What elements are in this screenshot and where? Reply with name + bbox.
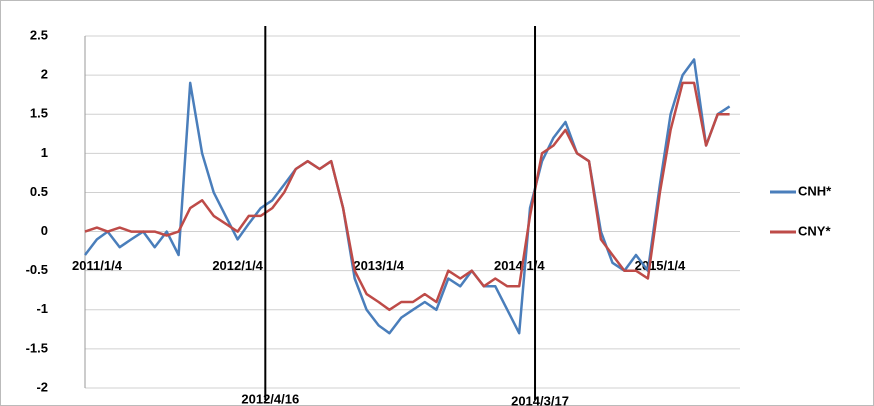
y-tick-label: 1 [41,145,48,160]
y-tick-label: 2 [41,67,48,82]
vertical-marker-label: 2012/4/16 [241,391,299,406]
legend-label: CNY* [798,223,831,238]
y-tick-label: 2.5 [30,27,48,42]
x-tick-label: 2012/1/4 [212,258,263,273]
y-tick-label: 1.5 [30,106,48,121]
y-tick-label: -1 [36,301,48,316]
x-tick-label: 2015/1/4 [635,258,686,273]
x-tick-label: 2011/1/4 [72,258,123,273]
y-tick-label: 0.5 [30,184,48,199]
x-tick-label: 2014/1/4 [494,258,545,273]
series-line [84,81,730,312]
y-tick-label: -2 [36,379,48,394]
legend-label: CNH* [798,183,832,198]
x-tick-label: 2013/1/4 [353,258,404,273]
y-tick-label: -1.5 [26,340,48,355]
y-tick-label: 0 [41,223,48,238]
vertical-marker-label: 2014/3/17 [511,393,569,406]
y-tick-label: -0.5 [26,262,48,277]
